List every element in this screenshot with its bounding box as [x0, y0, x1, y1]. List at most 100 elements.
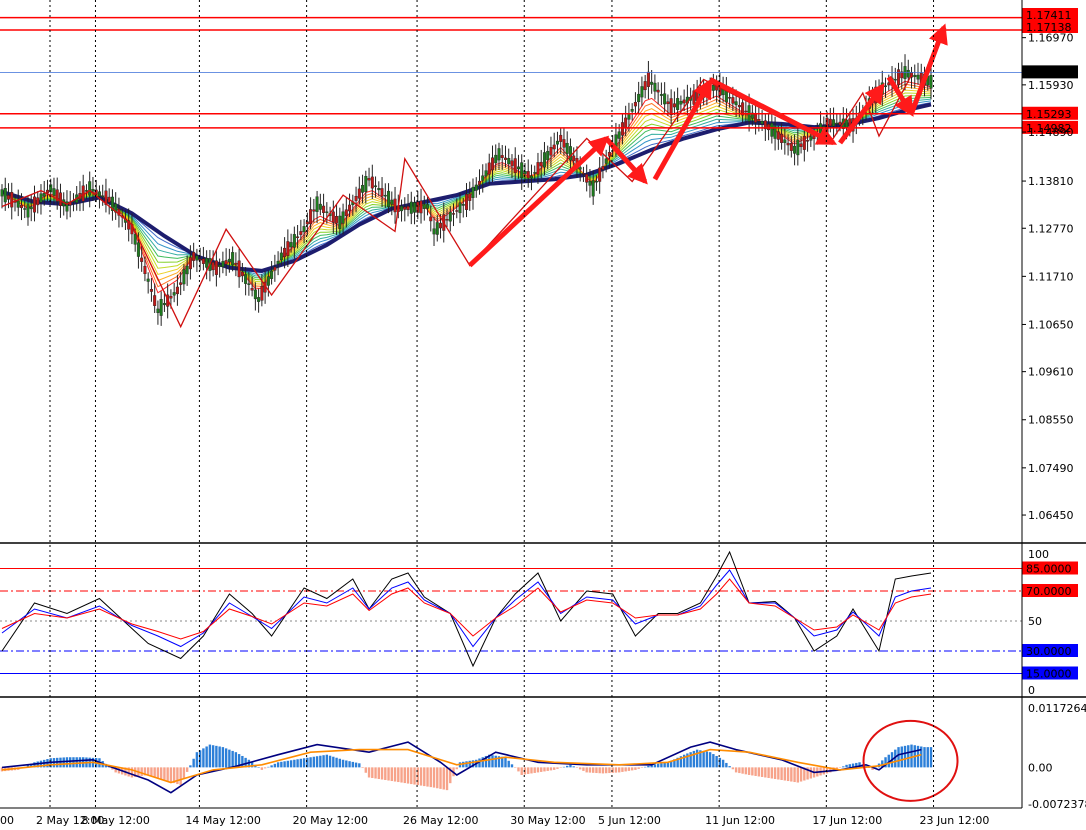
candle [341, 203, 345, 235]
candle-body [549, 147, 553, 156]
candle [292, 226, 296, 259]
osc-level-box [1022, 644, 1078, 657]
candle-body [380, 188, 384, 197]
macd-histogram-bar [770, 767, 774, 779]
price-tick-label: 1.06450 [1028, 509, 1074, 522]
candle-body [370, 176, 374, 189]
candle-body [750, 112, 754, 119]
candle-body [435, 222, 439, 235]
macd-histogram-bar [575, 767, 579, 768]
macd-histogram-bar [224, 748, 228, 768]
oscillator-panel [0, 542, 1086, 674]
x-tick-label: 8 May 12:00 [81, 814, 149, 827]
candle [364, 170, 368, 204]
macd-histogram-bar [517, 767, 520, 772]
candle [546, 145, 550, 170]
level-label: 1.15293 [1026, 108, 1072, 121]
macd-histogram-bar [630, 767, 634, 771]
macd-histogram-bar [393, 767, 397, 782]
macd-histogram-bar [302, 758, 306, 768]
candle-body [516, 166, 520, 170]
x-tick-label: 23 Jun 12:00 [920, 814, 990, 827]
candle-body [838, 121, 842, 126]
candle [32, 185, 36, 222]
macd-histogram-bar [325, 754, 329, 768]
candle-body [422, 204, 426, 209]
candle-body [793, 145, 797, 154]
macd-histogram-bar [432, 767, 436, 788]
candle-body [520, 162, 524, 178]
candle-body [270, 270, 274, 279]
candle-body [322, 205, 326, 213]
candle [175, 274, 179, 306]
candle [344, 197, 348, 228]
macd-histogram-bar [244, 757, 247, 768]
macd-histogram-bar [540, 767, 543, 772]
macd-histogram-bar [276, 762, 280, 768]
macd-histogram-bar [559, 767, 562, 768]
candle [637, 81, 641, 115]
macd-histogram-bar [514, 767, 517, 768]
candle-body [734, 101, 738, 106]
candle-body [52, 188, 56, 196]
candle-body [234, 262, 238, 265]
price-tick-label: 1.09610 [1028, 366, 1074, 379]
macd-histogram-bar [364, 767, 368, 773]
candle-body [198, 259, 202, 261]
macd-histogram-bar [786, 767, 790, 782]
macd-histogram-bar [754, 767, 757, 776]
macd-histogram-bar [884, 757, 887, 768]
macd-histogram-bar [569, 764, 572, 768]
macd-histogram-bar [702, 750, 705, 768]
candle-body [448, 211, 452, 222]
macd-histogram-bar [673, 759, 676, 768]
macd-histogram-bar [708, 752, 712, 768]
candle [159, 291, 163, 326]
candle-body [630, 109, 634, 112]
candle-body [663, 93, 667, 105]
macd-histogram-bar [549, 767, 553, 771]
osc-mid-label: 50 [1028, 615, 1042, 628]
macd-histogram-bar [159, 767, 163, 780]
candle [23, 200, 27, 219]
candle [338, 207, 342, 235]
macd-histogram-bar [907, 745, 910, 768]
candle-body [361, 184, 365, 193]
candle-body [416, 201, 420, 213]
candle [140, 245, 144, 272]
candle [744, 99, 748, 124]
candle [374, 176, 378, 198]
candle-body [835, 122, 839, 125]
x-tick-label: 20 May 12:00 [293, 814, 368, 827]
candle [786, 134, 790, 156]
candle [227, 248, 231, 273]
macd-histogram-bar [624, 767, 627, 772]
candle-body [101, 195, 105, 197]
candle-body [513, 158, 517, 173]
candle [270, 261, 274, 285]
candle [503, 145, 507, 168]
candle [289, 233, 293, 253]
candle [279, 246, 283, 266]
macd-histogram-bar [228, 749, 231, 768]
candle [471, 178, 475, 210]
macd-histogram-bar [436, 767, 439, 789]
candle-body [390, 199, 394, 205]
macd-histogram-bar [416, 767, 419, 786]
candle [283, 237, 287, 269]
candle-body [799, 143, 803, 147]
candle-body [214, 260, 218, 275]
macd-histogram-bar [377, 767, 380, 780]
candle [117, 197, 121, 228]
candle [299, 219, 303, 241]
candle-body [565, 142, 569, 154]
price-tick-label: 1.08550 [1028, 414, 1074, 427]
highlight-circle [862, 719, 959, 802]
candle [510, 154, 514, 179]
macd-line [1, 741, 922, 794]
macd-histogram-bar [809, 767, 813, 779]
macd-histogram-bar [293, 759, 296, 768]
macd-histogram-bar [751, 767, 754, 776]
macd-histogram-bar [536, 767, 540, 773]
x-tick-label: 26 May 12:00 [403, 814, 478, 827]
